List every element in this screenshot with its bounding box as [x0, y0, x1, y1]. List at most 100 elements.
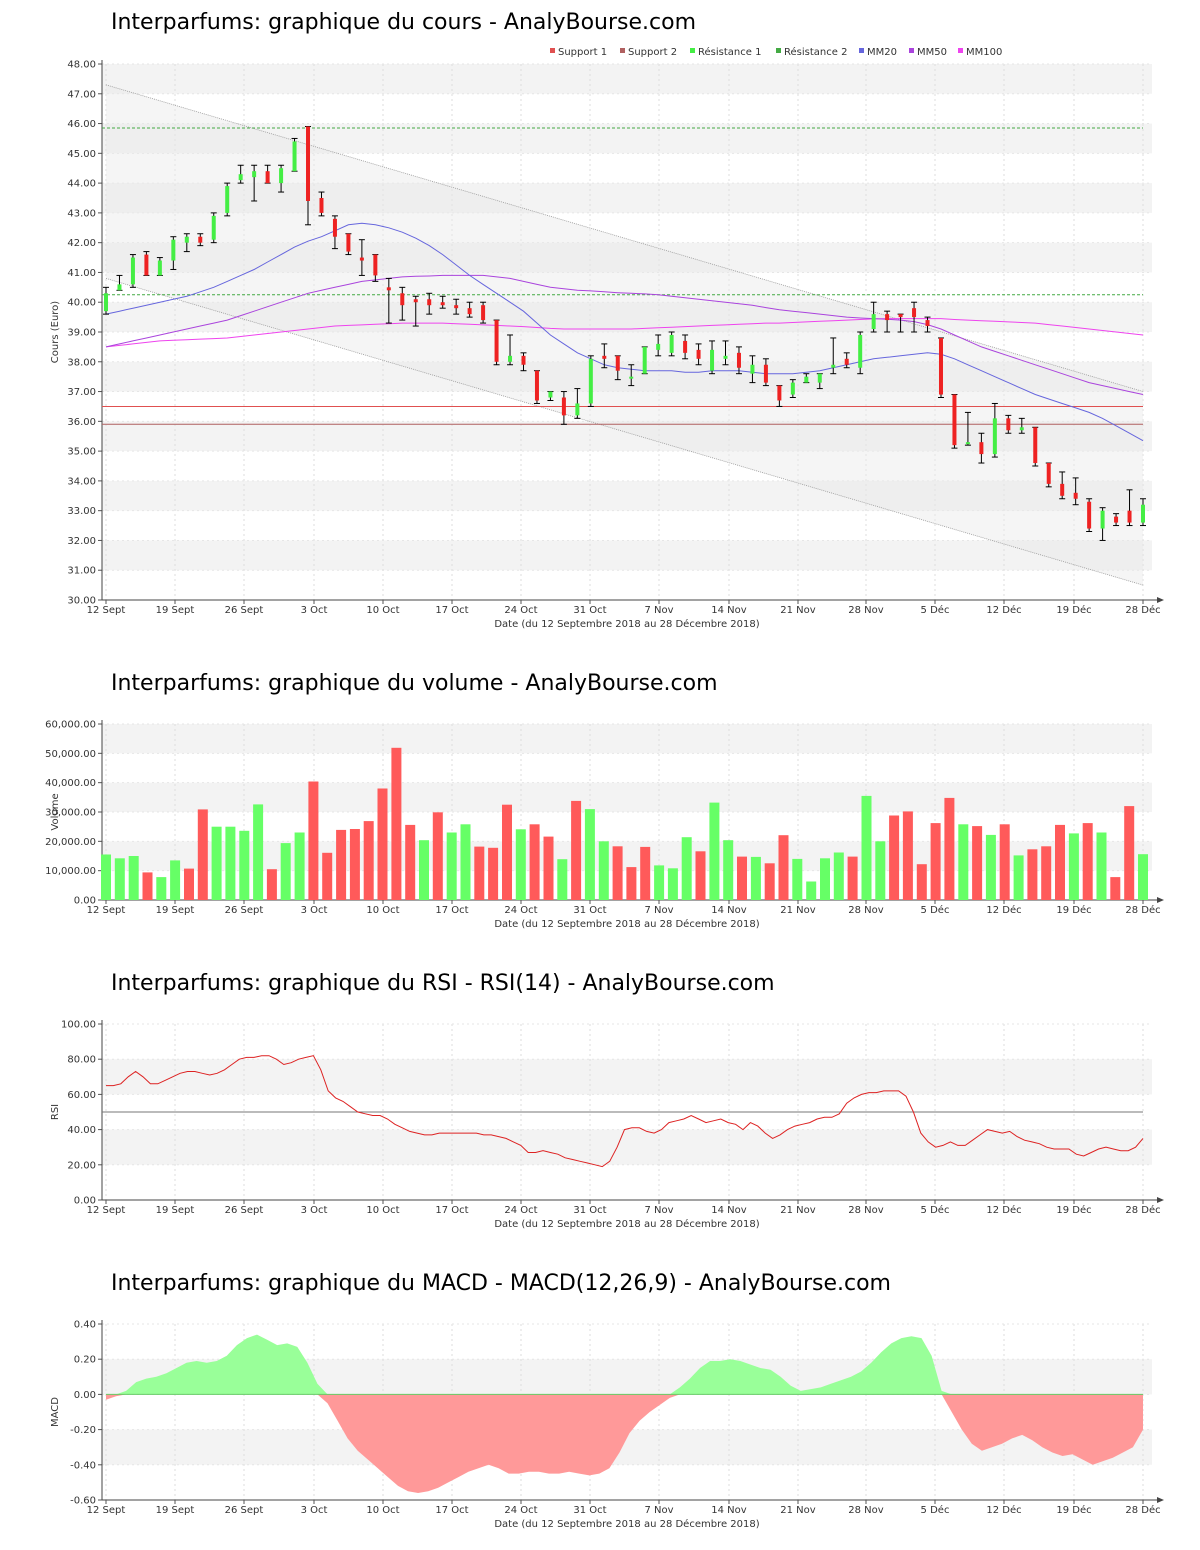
rsi-line [106, 1055, 1144, 1168]
candle [735, 346, 742, 375]
volume-bar [253, 804, 264, 900]
candle [1113, 513, 1120, 527]
x-tick-label: 31 Oct [573, 1505, 606, 1516]
volume-bar [1041, 846, 1052, 900]
candle [412, 295, 419, 327]
legend-label: Résistance 2 [784, 46, 847, 58]
x-tick-label: 19 Déc [1056, 904, 1091, 916]
candle-body [1006, 418, 1011, 431]
volume-bar [875, 841, 886, 900]
candle-body [494, 320, 499, 362]
volume-bar [723, 840, 734, 900]
y-axis-title: Cours (Euro) [50, 301, 61, 364]
x-axis-title: Date (du 12 Septembre 2018 au 28 Décembr… [494, 1218, 759, 1230]
y-tick-label: 43.00 [67, 208, 96, 219]
volume-bar [1124, 806, 1135, 900]
volume-bar [156, 877, 167, 900]
volume-bar [308, 781, 319, 900]
candle-body [898, 314, 903, 318]
candle-body [696, 349, 701, 359]
volume-bar [197, 809, 208, 900]
legend-swatch [958, 48, 963, 53]
candle [1032, 426, 1039, 467]
candle-body [844, 358, 849, 365]
candle [129, 254, 136, 288]
candle-body [306, 126, 311, 201]
candle-body [992, 418, 997, 455]
grid-band [102, 540, 1152, 571]
x-tick-label: 17 Oct [435, 905, 468, 916]
volume-bar [667, 868, 678, 900]
x-tick-label: 3 Oct [301, 1205, 328, 1216]
x-tick-label: 10 Oct [366, 1205, 399, 1216]
candle [372, 254, 379, 282]
candle-body [508, 355, 513, 362]
candle [695, 343, 702, 366]
y-tick-label: 80.00 [67, 1055, 96, 1066]
candle [143, 251, 150, 276]
candle [1140, 498, 1146, 527]
y-tick-label: 20.00 [67, 1160, 96, 1171]
candle [547, 391, 554, 401]
trend-channel-upper [105, 84, 1144, 392]
y-tick-label: 60.00 [67, 1090, 96, 1101]
x-axis-arrow [1157, 597, 1164, 603]
legend-swatch [776, 48, 781, 53]
candle-body [521, 355, 526, 365]
candle [1045, 462, 1052, 488]
y-tick-label: 37.00 [67, 387, 96, 398]
candle [722, 340, 729, 366]
candle [533, 370, 540, 404]
x-tick-label: 31 Oct [573, 1205, 606, 1216]
candle-body [710, 349, 715, 371]
x-tick-label: 12 Déc [986, 604, 1021, 616]
macd-negative-area [106, 1394, 1143, 1493]
candle-body [548, 391, 553, 398]
x-tick-label: 14 Nov [711, 605, 747, 616]
candle [1086, 498, 1093, 533]
legend-label: Support 1 [558, 47, 607, 58]
volume-bar [557, 859, 568, 900]
volume-bar [847, 856, 858, 900]
volume-bar [1068, 833, 1079, 900]
candle-body [790, 382, 795, 395]
candle [668, 331, 675, 357]
x-axis-title: Date (du 12 Septembre 2018 au 28 Décembr… [494, 918, 759, 930]
x-tick-label: 21 Nov [780, 1205, 816, 1216]
legend-swatch [550, 48, 555, 53]
price-chart: 30.00 31.00 32.00 33.00 34.00 35.00 36.00 37.00… [50, 46, 1164, 630]
y-axis-title: MACD [50, 1397, 61, 1427]
candle-body [831, 364, 836, 368]
x-axis-arrow [1157, 897, 1164, 903]
volume-bar [377, 788, 388, 900]
candle-body [1114, 516, 1119, 523]
candle-body [211, 215, 216, 240]
volume-bar [294, 832, 305, 900]
volume-bar [999, 824, 1010, 900]
x-tick-label: 21 Nov [780, 1505, 816, 1516]
candle [1059, 471, 1066, 500]
candle [574, 388, 581, 419]
volume-bar [1110, 877, 1121, 900]
volume-bar [1096, 832, 1107, 900]
rsi-chart: 0.00 20.00 40.00 60.00 80.00 100.00 12 Sept 19 … [50, 1020, 1164, 1230]
y-axis-title: Volume [50, 793, 61, 830]
y-tick-label: 0.00 [74, 1390, 96, 1401]
candle-body [656, 343, 661, 350]
candle [1005, 414, 1012, 434]
grid-band [102, 242, 1152, 273]
legend-label: Résistance 1 [698, 46, 761, 58]
volume-bar [640, 846, 651, 900]
candle-body [723, 355, 728, 359]
x-tick-label: 14 Nov [711, 1505, 747, 1516]
candle [331, 215, 338, 250]
candle-body [1127, 510, 1132, 523]
x-axis-title: Date (du 12 Septembre 2018 au 28 Décembr… [494, 1518, 759, 1530]
x-tick-label: 5 Déc [921, 1504, 950, 1516]
candle-body [750, 364, 755, 374]
volume-bar [405, 824, 416, 900]
candle-body [561, 397, 566, 416]
price-panel: Interparfums: graphique du cours - Analy… [0, 0, 1200, 640]
x-tick-label: 24 Oct [504, 905, 537, 916]
volume-bar [584, 809, 595, 900]
